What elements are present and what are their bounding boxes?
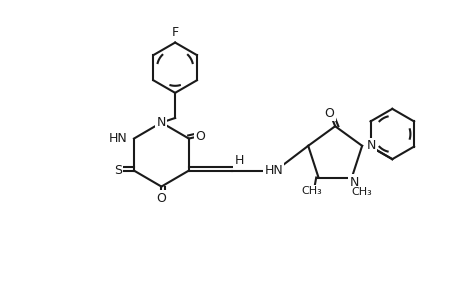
Text: H: H bbox=[234, 154, 243, 167]
Text: CH₃: CH₃ bbox=[351, 187, 371, 197]
Text: CH₃: CH₃ bbox=[301, 186, 321, 196]
Text: HN: HN bbox=[108, 132, 127, 145]
Text: N: N bbox=[366, 139, 375, 152]
Text: N: N bbox=[157, 116, 166, 129]
Text: O: O bbox=[324, 107, 334, 120]
Text: S: S bbox=[114, 164, 122, 177]
Text: O: O bbox=[195, 130, 205, 143]
Text: HN: HN bbox=[264, 164, 282, 177]
Text: F: F bbox=[171, 26, 178, 39]
Text: N: N bbox=[349, 176, 358, 189]
Text: O: O bbox=[156, 191, 166, 205]
